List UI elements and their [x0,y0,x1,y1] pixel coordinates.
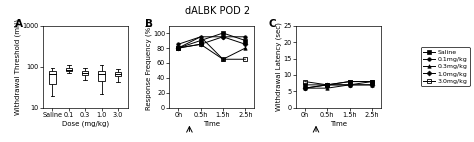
Bar [115,72,121,77]
Text: C: C [269,19,276,29]
Text: A: A [16,19,23,29]
Bar [49,71,55,84]
Y-axis label: Response Frequency (%): Response Frequency (%) [145,24,152,110]
Legend: Saline, 0.1mg/kg, 0.3mg/kg, 1.0mg/kg, 3.0mg/kg: Saline, 0.1mg/kg, 0.3mg/kg, 1.0mg/kg, 3.… [421,47,470,86]
X-axis label: Time: Time [330,121,347,127]
Bar [66,68,72,71]
Y-axis label: Withdrawal Threshold (mN): Withdrawal Threshold (mN) [15,19,21,115]
Bar [82,71,88,75]
X-axis label: Time: Time [203,121,220,127]
Bar [99,71,105,81]
X-axis label: Dose (mg/kg): Dose (mg/kg) [62,121,109,127]
Text: B: B [146,19,154,29]
Text: dALBK POD 2: dALBK POD 2 [185,6,251,16]
Y-axis label: Withdrawal Latency (sec): Withdrawal Latency (sec) [275,22,282,111]
